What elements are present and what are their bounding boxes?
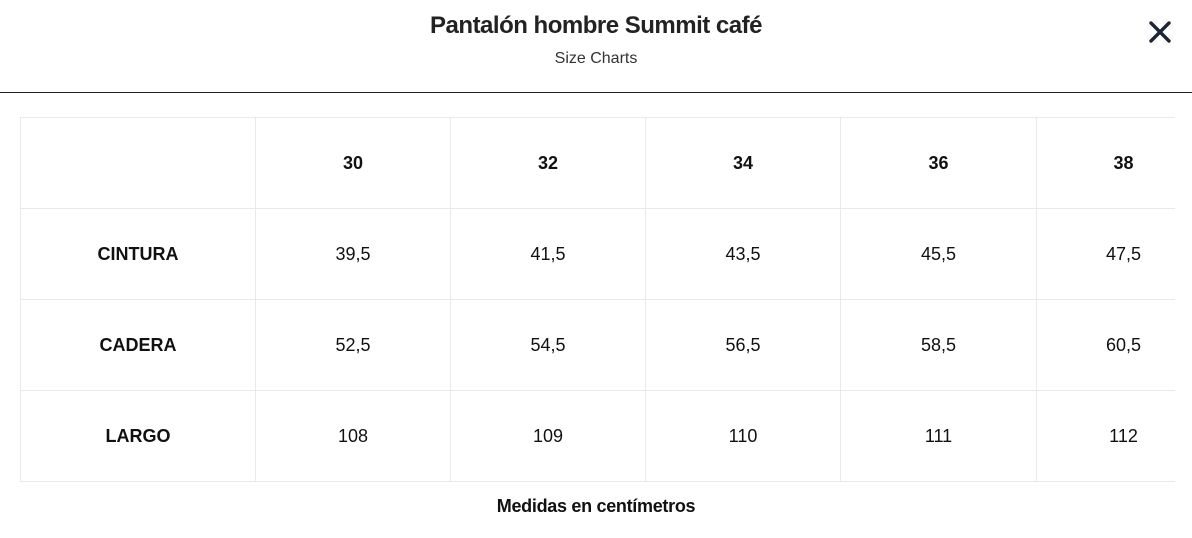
cell: 112 bbox=[1036, 390, 1175, 482]
close-button[interactable] bbox=[1148, 20, 1172, 44]
cell: 60,5 bbox=[1036, 299, 1175, 391]
cell: 110 bbox=[645, 390, 841, 482]
cell: 108 bbox=[255, 390, 451, 482]
header-row: 30 32 34 36 38 bbox=[20, 117, 1175, 209]
cell: 109 bbox=[450, 390, 646, 482]
table-row: CADERA 52,5 54,5 56,5 58,5 60,5 bbox=[20, 299, 1175, 391]
cell: 41,5 bbox=[450, 208, 646, 300]
column-header: 36 bbox=[840, 117, 1037, 209]
row-label: CADERA bbox=[20, 299, 256, 391]
cell: 111 bbox=[840, 390, 1037, 482]
table-row: CINTURA 39,5 41,5 43,5 45,5 47,5 bbox=[20, 208, 1175, 300]
column-header: 34 bbox=[645, 117, 841, 209]
cell: 45,5 bbox=[840, 208, 1037, 300]
footer-note: Medidas en centímetros bbox=[496, 496, 696, 516]
corner-cell bbox=[20, 117, 256, 209]
table-wrapper: 30 32 34 36 38 CINTURA 39,5 41,5 43,5 45,5 47,5 CA… bbox=[20, 117, 1175, 482]
table-row: LARGO 108 109 110 111 112 bbox=[20, 390, 1175, 482]
modal-header: Pantalón hombre Summit café Size Charts bbox=[0, 0, 1192, 93]
title: Pantalón hombre Summit café bbox=[430, 12, 762, 39]
cell: 39,5 bbox=[255, 208, 451, 300]
subtitle: Size Charts bbox=[554, 50, 638, 67]
size-table: 30 32 34 36 38 CINTURA 39,5 41,5 43,5 45,5 47,5 CA… bbox=[20, 117, 1175, 482]
cell: 52,5 bbox=[255, 299, 451, 391]
cell: 54,5 bbox=[450, 299, 646, 391]
column-header: 30 bbox=[255, 117, 451, 209]
cell: 56,5 bbox=[645, 299, 841, 391]
cell: 58,5 bbox=[840, 299, 1037, 391]
row-label: LARGO bbox=[20, 390, 256, 482]
column-header: 38 bbox=[1036, 117, 1175, 209]
cell: 43,5 bbox=[645, 208, 841, 300]
cell: 47,5 bbox=[1036, 208, 1175, 300]
row-label: CINTURA bbox=[20, 208, 256, 300]
column-header: 32 bbox=[450, 117, 646, 209]
